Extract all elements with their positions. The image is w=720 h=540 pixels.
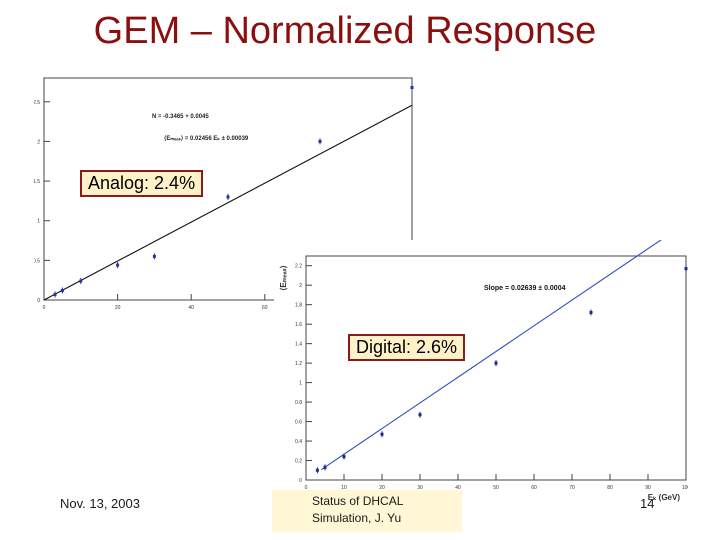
fit-line	[320, 240, 662, 471]
y-tick-label: 2.5	[34, 100, 40, 106]
fit-annotation: Slope = 0.02639 ± 0.0004	[484, 285, 566, 292]
data-point	[226, 195, 230, 199]
x-tick-label: 60	[262, 305, 268, 311]
data-point	[116, 263, 120, 267]
y-tick-label: 0.2	[295, 459, 302, 465]
x-tick-label: 40	[455, 485, 461, 491]
data-point	[494, 361, 498, 365]
data-point	[152, 254, 156, 258]
y-tick-label: 0.6	[295, 420, 302, 426]
x-tick-label: 40	[188, 305, 194, 311]
x-tick-label: 100	[682, 485, 688, 491]
digital-resolution-callout: Digital: 2.6%	[348, 334, 466, 361]
footer-status-line: Simulation, J. Yu	[312, 511, 402, 525]
x-tick-label: 20	[115, 305, 121, 311]
y-tick-label: 2	[299, 283, 302, 289]
analog-resolution-callout: Analog: 2.4%	[80, 170, 204, 197]
data-point	[418, 413, 422, 417]
y-tick-label: 2	[37, 139, 40, 145]
y-tick-label: 1.5	[34, 179, 40, 185]
x-tick-label: 20	[379, 485, 385, 491]
data-point	[79, 279, 83, 283]
page-number: 14	[640, 496, 655, 511]
footer-status-box: Status of DHCAL Simulation, J. Yu	[272, 490, 462, 532]
x-tick-label: 50	[493, 485, 499, 491]
fit-annotation: N = -0.3465 + 0.0045	[152, 114, 209, 120]
digital-response-chart: 0 0.2 0.4 0.6 0.8 1 1.2 1.4 1.6 1.8 2 2.2 0 10 20 30 40 5…	[279, 240, 688, 502]
plot-frame	[43, 77, 413, 301]
y-tick-label: 0	[37, 298, 40, 304]
y-tick-label: 1	[37, 219, 40, 225]
y-tick-label: 2.2	[295, 264, 302, 270]
x-axis-label: Eₖ (GeV)	[648, 493, 681, 502]
x-tick-label: 0	[43, 305, 46, 311]
data-point	[315, 468, 319, 472]
digital-response-plot: 0 0.2 0.4 0.6 0.8 1 1.2 1.4 1.6 1.8 2 2.2 0 10 20 30 40 5…	[274, 240, 688, 502]
data-point	[410, 86, 414, 90]
y-tick-label: 0.5	[34, 258, 40, 264]
footer-date: Nov. 13, 2003	[60, 496, 140, 511]
x-tick-label: 80	[607, 485, 613, 491]
y-axis-label: ⟨Eₘₑₐₛ⟩	[279, 265, 288, 291]
data-point	[342, 455, 346, 459]
y-tick-label: 1.4	[295, 342, 302, 348]
y-tick-label: 1.2	[295, 361, 302, 367]
data-point	[318, 139, 322, 143]
x-tick-label: 60	[531, 485, 537, 491]
x-tick-label: 10	[341, 485, 347, 491]
y-tick-label: 1.8	[295, 303, 302, 309]
x-tick-label: 90	[645, 485, 651, 491]
x-tick-label: 30	[417, 485, 423, 491]
data-point	[323, 465, 327, 469]
y-tick-label: 0.4	[295, 439, 302, 445]
y-tick-label: 0	[299, 478, 302, 484]
data-point	[53, 292, 57, 296]
slide-title: GEM – Normalized Response	[93, 10, 597, 52]
x-tick-label: 0	[305, 485, 308, 491]
x-tick-label: 70	[569, 485, 575, 491]
y-tick-label: 1.6	[295, 322, 302, 328]
analog-response-chart: 00.511.522.50204060Eₖ (GeV)⟨Eₘₑₐₛ⟩ (GeV)…	[34, 77, 414, 322]
y-tick-label: 1	[299, 381, 302, 387]
data-point	[380, 432, 384, 436]
footer-status-line: Status of DHCAL	[312, 494, 404, 508]
fit-annotation: ⟨Eₘₑₐₛ⟩ = 0.02456 Eₖ ± 0.00039	[164, 135, 249, 142]
y-tick-label: 0.8	[295, 400, 302, 406]
fit-line	[43, 104, 413, 301]
data-point	[60, 288, 64, 292]
data-point	[589, 310, 593, 314]
data-point	[684, 267, 688, 271]
